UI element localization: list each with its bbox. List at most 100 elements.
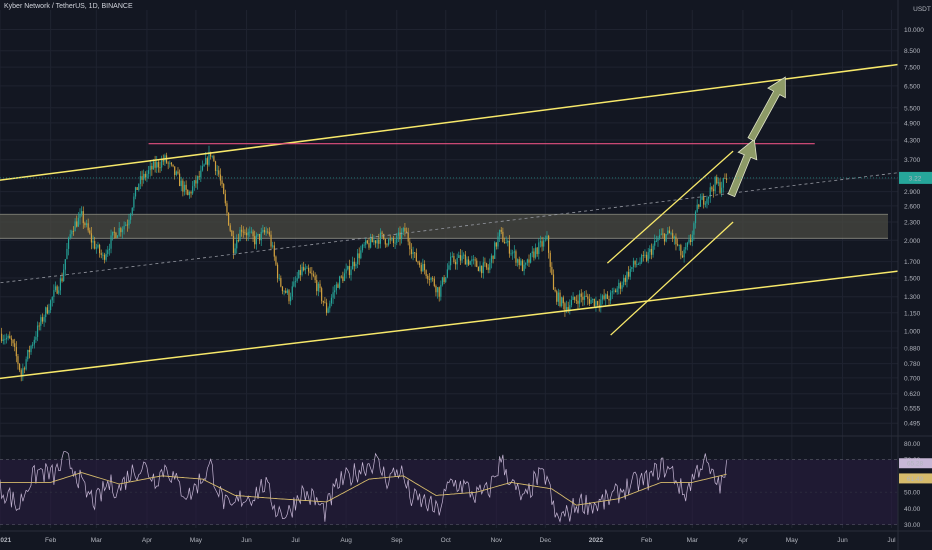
candle-body	[663, 233, 666, 242]
candle-body	[306, 267, 308, 269]
time-axis-label: Mar	[91, 537, 103, 544]
candle-body	[113, 231, 115, 233]
candle-body	[227, 212, 230, 226]
candle-body	[592, 298, 594, 300]
candle-body	[685, 247, 687, 250]
current-price-badge	[899, 171, 932, 184]
candle-body	[125, 224, 127, 226]
candle-body	[616, 288, 618, 293]
price-axis-label: 0.700	[904, 375, 921, 382]
candle-body	[221, 180, 223, 185]
candle-body	[334, 290, 336, 293]
candle-body	[12, 339, 14, 344]
price-axis-label: 1.300	[904, 294, 921, 301]
candle-body	[82, 211, 84, 224]
candle-body	[100, 253, 102, 255]
candle-body	[98, 244, 101, 254]
candle-body	[502, 231, 504, 242]
candle-body	[432, 277, 434, 279]
candle-body	[487, 267, 489, 270]
candle-body	[676, 244, 679, 246]
candle-body	[213, 156, 215, 162]
candle-body	[668, 230, 671, 234]
candle-body	[477, 266, 479, 272]
candle-body	[543, 240, 545, 247]
candle-body	[582, 296, 584, 300]
candle-body	[288, 290, 290, 302]
candle-body	[675, 236, 677, 245]
candle-body	[521, 260, 524, 271]
candle-body	[263, 230, 266, 233]
candle-body	[123, 225, 125, 230]
candle-body	[18, 364, 21, 371]
price-unit-label: USDT	[913, 6, 931, 13]
candle-body	[485, 263, 488, 268]
candle-body	[169, 162, 171, 164]
support-zone	[0, 214, 888, 239]
candle-body	[621, 285, 623, 289]
candle-body	[608, 298, 610, 301]
candle-body	[606, 294, 608, 299]
candle-body	[531, 251, 533, 254]
projection-arrow	[727, 138, 758, 198]
candle-body	[257, 234, 259, 236]
candle-body	[379, 232, 382, 244]
time-axis-label: Feb	[45, 537, 57, 544]
candle-body	[588, 298, 591, 304]
candle-body	[593, 298, 595, 307]
candle-body	[48, 310, 50, 314]
candle-body	[716, 177, 718, 184]
candle-body	[546, 235, 548, 240]
candle-body	[14, 343, 16, 347]
candle-body	[241, 229, 243, 232]
candle-body	[526, 259, 528, 263]
price-axis-label: 2.600	[904, 203, 921, 210]
candle-body	[378, 239, 380, 244]
candle-body	[721, 187, 723, 193]
candle-body	[655, 240, 657, 242]
candle-body	[590, 299, 592, 304]
candle-body	[722, 178, 724, 188]
candle-body	[384, 239, 386, 245]
candle-body	[293, 281, 295, 287]
candle-body	[64, 259, 66, 270]
candle-body	[307, 267, 310, 272]
candle-body	[245, 232, 248, 236]
candle-body	[570, 299, 573, 306]
candle-body	[680, 245, 682, 256]
candle-body	[474, 259, 476, 261]
candle-body	[272, 245, 274, 247]
candle-body	[299, 270, 302, 275]
time-axis-label: Apr	[738, 537, 749, 544]
candle-body	[383, 233, 385, 240]
price-axis-label: 1.700	[904, 259, 921, 266]
candle-body	[45, 307, 47, 318]
candle-body	[211, 156, 213, 157]
time-axis-label: May	[190, 537, 203, 544]
candle-body	[28, 349, 30, 353]
candle-body	[605, 294, 607, 299]
candle-body	[422, 263, 424, 272]
price-axis-label: 7.500	[904, 65, 921, 72]
time-axis-label: Jun	[837, 537, 848, 544]
candle-body	[259, 234, 261, 241]
candle-body	[196, 176, 199, 184]
candle-body	[624, 277, 626, 282]
candle-body	[1, 333, 3, 341]
candle-body	[90, 233, 93, 243]
upper-channel-line	[0, 63, 899, 181]
candle-body	[120, 228, 122, 233]
candle-body	[314, 275, 316, 281]
candle-body	[562, 297, 564, 304]
candle-body	[79, 213, 81, 218]
candle-body	[208, 151, 210, 165]
candle-body	[435, 285, 437, 293]
candle-body	[417, 261, 419, 263]
candle-body	[339, 276, 341, 288]
candle-body	[249, 231, 251, 233]
candle-body	[352, 261, 354, 270]
candle-body	[446, 269, 448, 278]
candle-body	[567, 307, 569, 311]
candle-body	[561, 297, 563, 306]
